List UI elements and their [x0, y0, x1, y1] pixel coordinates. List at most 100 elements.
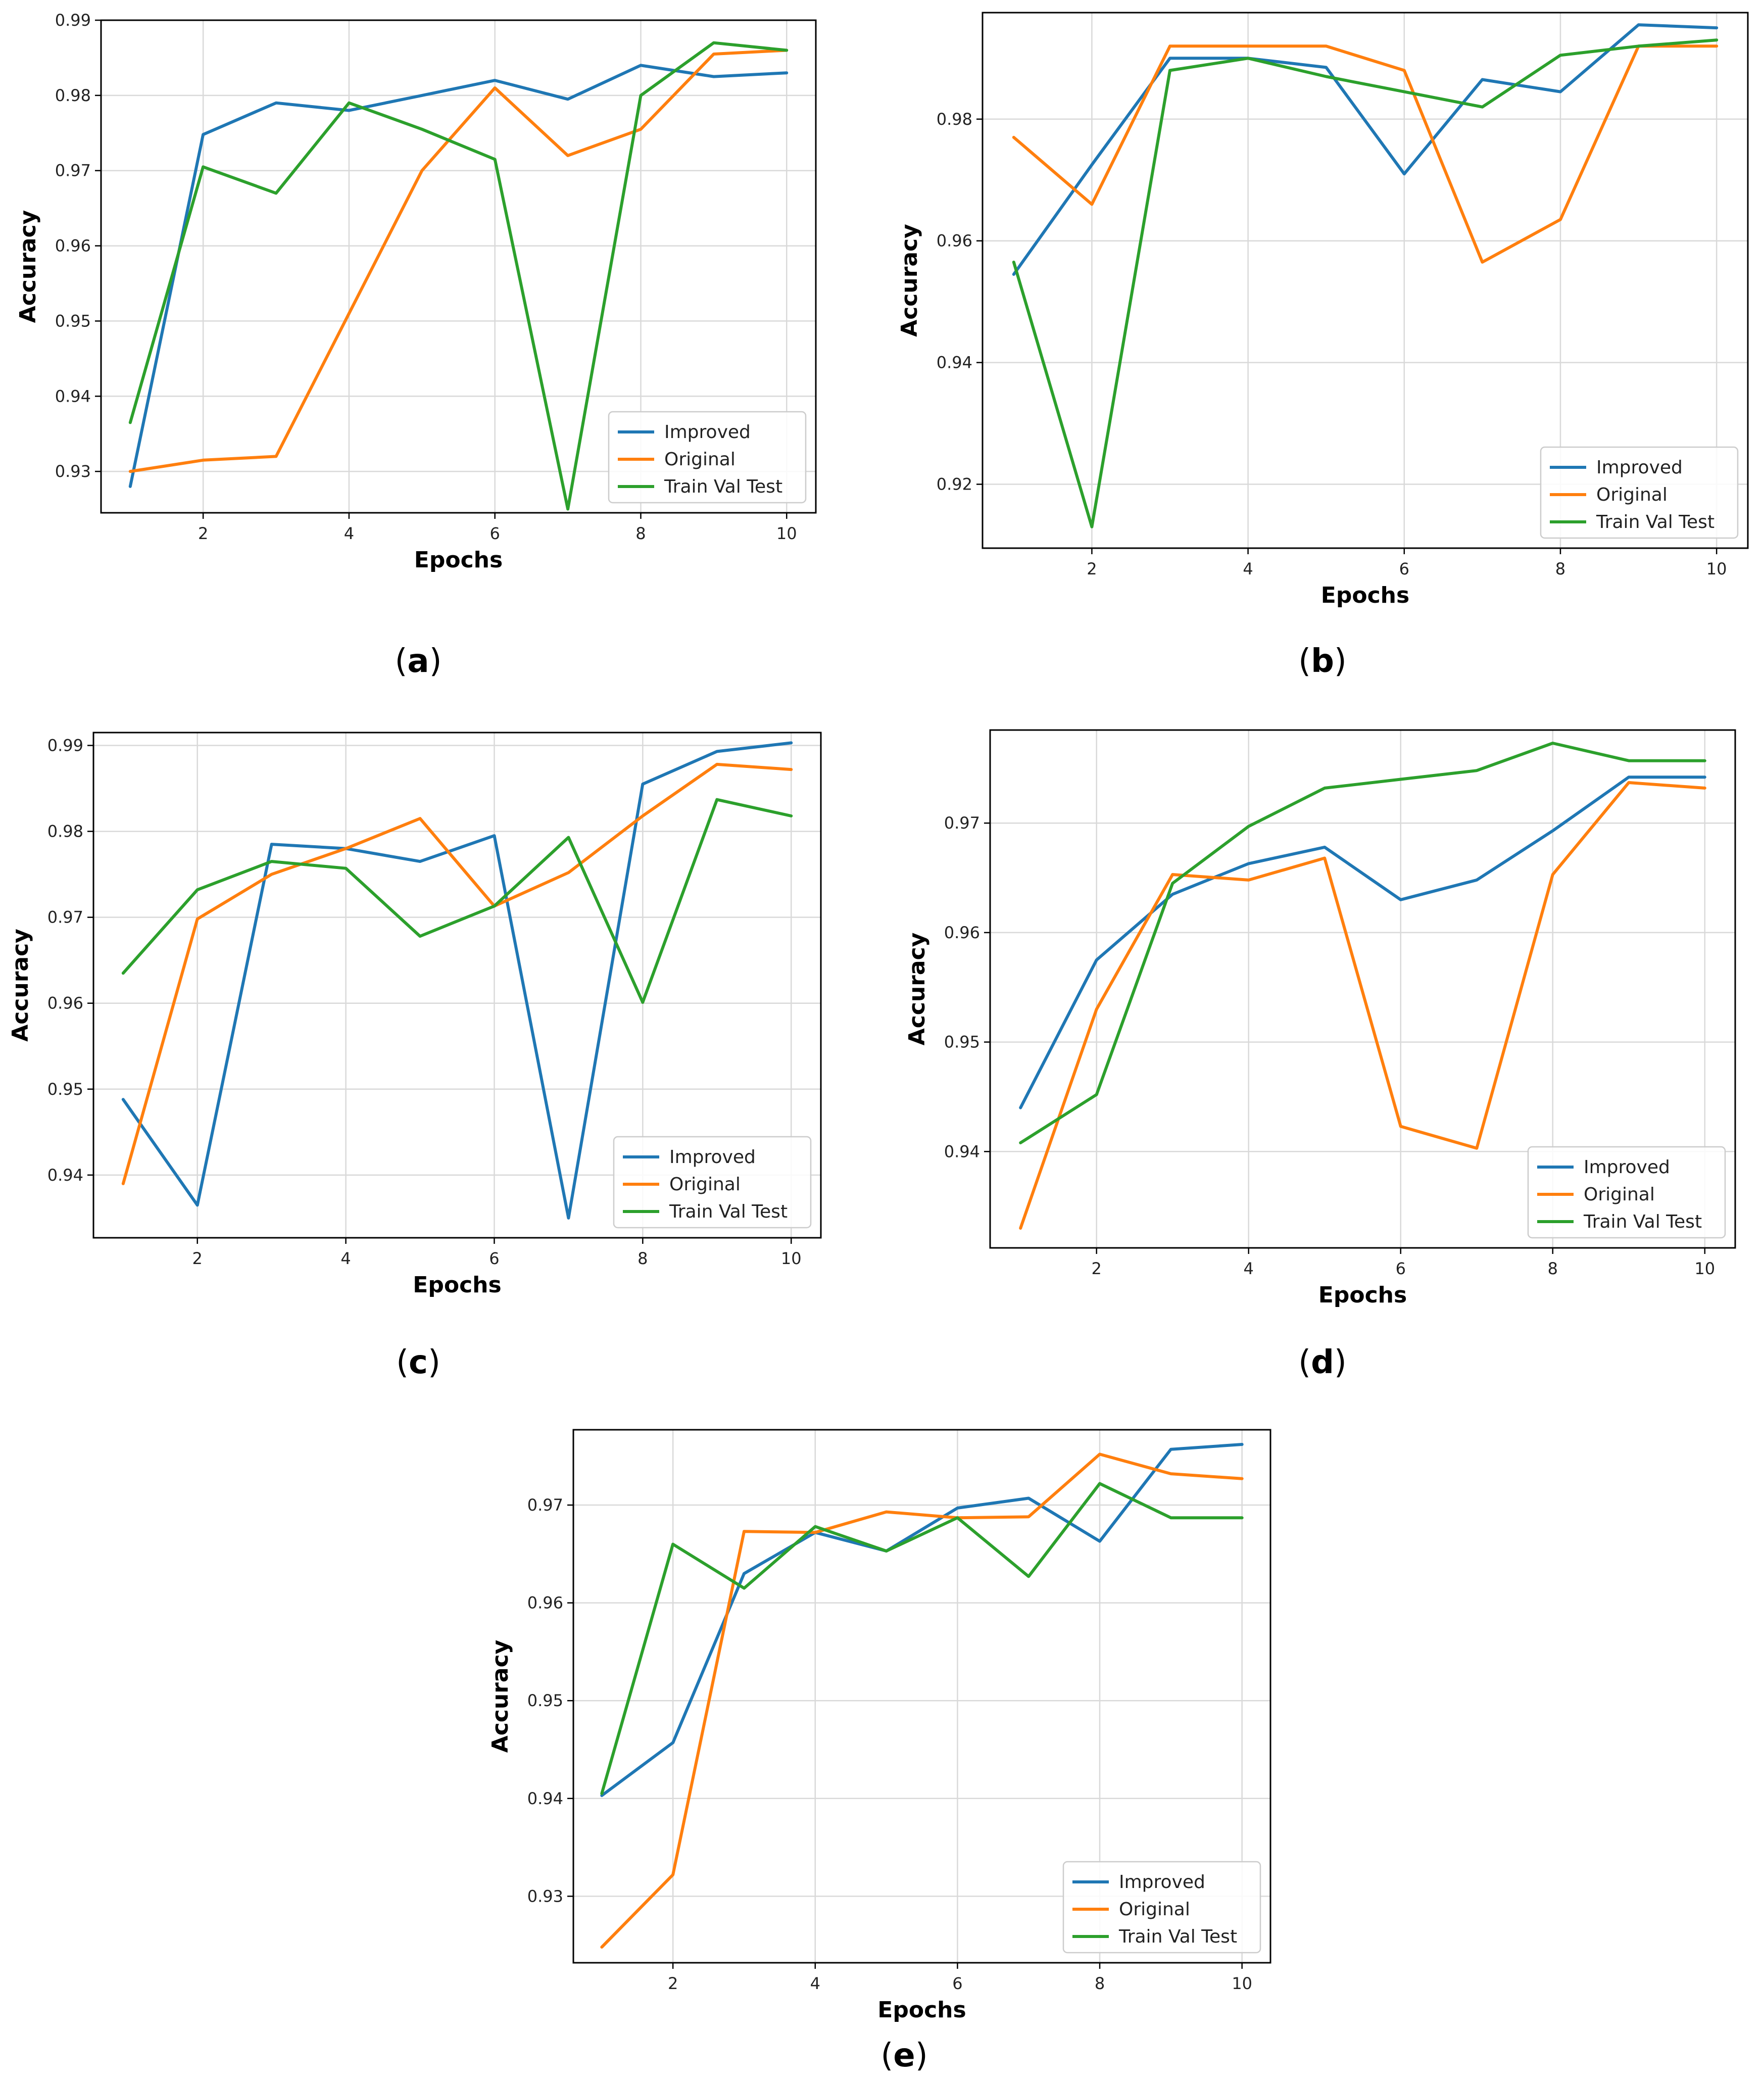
y-tick-label: 0.98 [47, 822, 83, 841]
y-axis-label: Accuracy [487, 1640, 513, 1753]
y-tick-label: 0.95 [47, 1080, 83, 1099]
y-tick-label: 0.95 [944, 1033, 980, 1052]
y-tick-label: 0.94 [55, 386, 91, 406]
x-axis-label: Epochs [877, 1997, 966, 2023]
y-tick-label: 0.94 [937, 353, 972, 372]
series-line-original [1019, 781, 1706, 1230]
x-axis-label: Epochs [413, 1272, 501, 1298]
y-tick-label: 0.98 [937, 110, 972, 129]
y-tick-label: 0.99 [55, 11, 91, 30]
x-tick-label: 2 [198, 524, 208, 543]
x-tick-label: 6 [1396, 1259, 1406, 1278]
panel-caption: (b) [1298, 643, 1347, 680]
legend-box [1062, 1861, 1261, 1954]
legend-label: Improved [1584, 1157, 1670, 1178]
y-axis-label: Accuracy [904, 933, 930, 1046]
series-line-train-val-test [121, 798, 793, 1004]
legend-label: Train Val Test [664, 476, 782, 497]
legend-label: Train Val Test [1596, 512, 1714, 532]
series-line-original [128, 49, 789, 473]
legend: Improved Original Train Val Test [1527, 1146, 1726, 1239]
x-axis-label: Epochs [1318, 1282, 1407, 1308]
legend-label: Improved [1119, 1872, 1205, 1893]
legend-label: Train Val Test [1118, 1926, 1237, 1947]
x-tick-label: 2 [668, 1974, 678, 1993]
x-tick-label: 4 [344, 524, 354, 543]
x-tick-label: 10 [1706, 559, 1727, 578]
chart-panel-d: 2 4 6 8 10 0.94 0.95 0.96 0.97 Epochs Accuracy Impr… [904, 729, 1736, 1381]
legend-label: Original [1584, 1184, 1655, 1205]
x-tick-label: 4 [810, 1974, 820, 1993]
plot-frame [982, 12, 1749, 549]
y-axis-label: Accuracy [8, 929, 33, 1042]
legend: Improved Original Train Val Test [613, 1136, 812, 1229]
legend-box [1540, 446, 1739, 539]
y-tick-label: 0.96 [55, 236, 91, 256]
y-axis-label: Accuracy [15, 210, 41, 323]
panel-caption-letter: a [407, 643, 429, 680]
y-tick-label: 0.95 [527, 1691, 563, 1710]
legend-label: Original [1596, 485, 1668, 505]
y-tick-label: 0.96 [944, 923, 980, 942]
legend: Improved Original Train Val Test [1540, 446, 1739, 539]
y-tick-label: 0.93 [527, 1886, 563, 1906]
panel-caption: (a) [395, 643, 442, 680]
y-tick-label: 0.96 [47, 994, 83, 1013]
x-tick-label: 2 [1087, 559, 1097, 578]
y-tick-label: 0.94 [527, 1789, 563, 1808]
x-axis-label: Epochs [414, 547, 503, 573]
x-tick-label: 4 [1243, 559, 1253, 578]
series-line-original [600, 1452, 1244, 1949]
y-tick-label: 0.98 [55, 86, 91, 105]
x-tick-label: 10 [1694, 1259, 1715, 1278]
legend-label: Improved [664, 422, 751, 443]
y-tick-label: 0.97 [527, 1495, 563, 1515]
chart-panel-a: 2 4 6 8 10 0.93 0.94 0.95 0.96 0.97 0.98 0.99 Epochs… [15, 11, 817, 680]
series-line-original [121, 762, 793, 1185]
plot-frame [572, 1429, 1271, 1964]
x-tick-label: 8 [638, 1249, 648, 1268]
y-tick-label: 0.99 [47, 736, 83, 755]
series-line-improved [1019, 776, 1706, 1109]
legend: Improved Original Train Val Test [1062, 1861, 1261, 1954]
x-tick-label: 4 [340, 1249, 351, 1268]
chart-panel-b: 2 4 6 8 10 0.92 0.94 0.96 0.98 Epochs Accuracy Impr… [897, 12, 1749, 680]
y-tick-label: 0.97 [47, 908, 83, 927]
x-tick-label: 2 [192, 1249, 203, 1268]
series-line-train-val-test [1019, 742, 1706, 1144]
y-tick-label: 0.97 [944, 813, 980, 833]
x-tick-label: 8 [1095, 1974, 1105, 1993]
panel-caption-letter: d [1311, 1344, 1334, 1381]
y-tick-label: 0.96 [527, 1593, 563, 1613]
chart-panel-c: 2 4 6 8 10 0.94 0.95 0.96 0.97 0.98 0.99 Epochs Accu… [8, 732, 822, 1381]
legend-box [613, 1136, 812, 1229]
series-line-train-val-test [128, 41, 789, 511]
legend-label: Original [669, 1174, 741, 1195]
panel-caption: (d) [1298, 1344, 1347, 1381]
y-tick-label: 0.94 [944, 1142, 980, 1161]
x-tick-label: 10 [781, 1249, 802, 1268]
plot-frame [92, 732, 822, 1239]
panel-caption: (c) [396, 1344, 440, 1381]
y-tick-label: 0.95 [55, 311, 91, 330]
x-axis-label: Epochs [1321, 583, 1409, 608]
legend-label: Improved [669, 1147, 756, 1168]
legend-box [608, 411, 807, 504]
x-tick-label: 6 [489, 1249, 499, 1268]
panel-caption-letter: e [893, 2037, 915, 2074]
legend-box [1527, 1146, 1726, 1239]
x-tick-label: 10 [776, 524, 797, 543]
plot-frame [100, 19, 817, 514]
series-line-train-val-test [600, 1482, 1244, 1796]
legend-label: Train Val Test [1583, 1212, 1702, 1232]
legend-label: Improved [1596, 457, 1683, 478]
x-tick-label: 6 [952, 1974, 962, 1993]
panel-caption-letter: b [1311, 643, 1334, 680]
x-tick-label: 10 [1232, 1974, 1252, 1993]
series-line-original [1012, 44, 1719, 264]
y-tick-label: 0.92 [937, 475, 972, 494]
legend-label: Train Val Test [669, 1201, 788, 1222]
y-tick-label: 0.96 [937, 231, 972, 251]
legend: Improved Original Train Val Test [608, 411, 807, 504]
